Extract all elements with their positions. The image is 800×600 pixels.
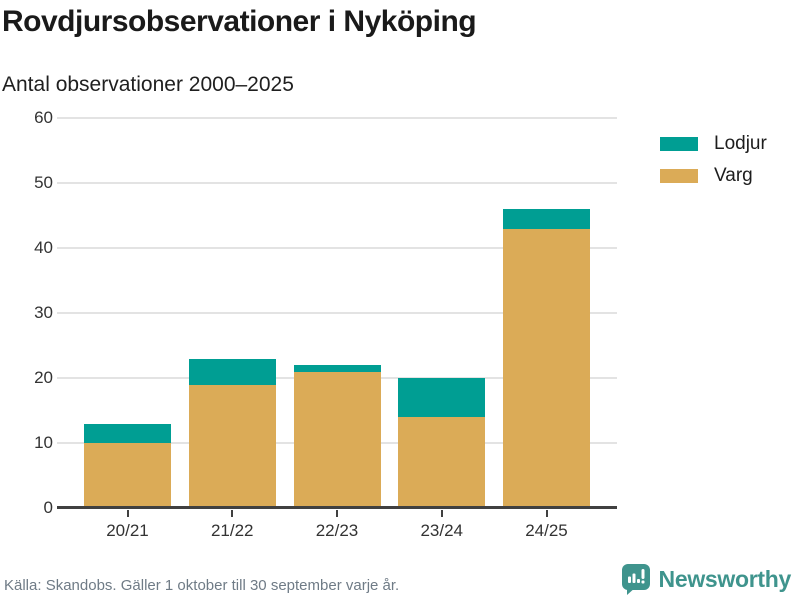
bar-segment-lodjur-24-25 (503, 209, 590, 229)
plot-area (57, 117, 617, 509)
gridline-40 (57, 247, 617, 249)
source-note: Källa: Skandobs. Gäller 1 oktober till 3… (4, 577, 400, 594)
newsworthy-logo[interactable]: Newsworthy (621, 563, 791, 596)
y-tick-label-10: 10 (34, 433, 53, 452)
x-tick-label-22-23: 22/23 (315, 521, 359, 540)
x-axis-tick-23-24 (440, 510, 443, 517)
x-tick-label-21-22: 21/22 (210, 521, 254, 540)
bar-segment-lodjur-23-24 (398, 378, 486, 417)
chart-title: Rovdjursobservationer i Nyköping (2, 5, 477, 38)
bar-segment-varg-24-25 (503, 228, 590, 508)
x-axis-tick-22-23 (336, 510, 338, 517)
gridline-50 (57, 182, 617, 184)
legend-item-lodjur: Lodjur (660, 133, 767, 155)
gridline-30 (57, 312, 617, 314)
y-tick-label-50: 50 (34, 173, 53, 192)
y-tick-label-20: 20 (34, 368, 53, 387)
bar-segment-varg-21-22 (188, 384, 276, 508)
x-axis-tick-24-25 (545, 510, 548, 517)
x-axis-tick-20-21 (126, 510, 129, 517)
gridline-60 (57, 117, 617, 119)
x-tick-label-23-24: 23/24 (420, 521, 464, 540)
bar-segment-lodjur-21-22 (188, 358, 276, 385)
newsworthy-bubble-icon (621, 564, 650, 595)
bar-segment-varg-22-23 (293, 371, 381, 508)
legend-swatch-lodjur (660, 137, 698, 151)
y-tick-label-60: 60 (34, 108, 53, 127)
legend: Lodjur Varg (660, 133, 767, 197)
x-axis-tick-21-22 (231, 510, 234, 517)
legend-swatch-varg (660, 169, 698, 183)
y-tick-label-40: 40 (34, 238, 53, 257)
bar-segment-lodjur-22-23 (293, 365, 381, 372)
bar-segment-varg-20-21 (84, 443, 171, 508)
bar-segment-lodjur-20-21 (84, 423, 171, 443)
y-tick-label-0: 0 (43, 498, 53, 517)
y-tick-label-30: 30 (34, 303, 53, 322)
chart-subtitle: Antal observationer 2000–2025 (2, 73, 294, 96)
legend-label-varg: Varg (714, 165, 753, 186)
legend-label-lodjur: Lodjur (714, 133, 767, 154)
legend-item-varg: Varg (660, 165, 767, 187)
newsworthy-wordmark: Newsworthy (658, 566, 792, 592)
x-tick-label-20-21: 20/21 (106, 521, 149, 540)
bar-segment-varg-23-24 (398, 417, 486, 508)
x-axis-line (57, 506, 617, 509)
x-tick-label-24-25: 24/25 (525, 521, 568, 540)
